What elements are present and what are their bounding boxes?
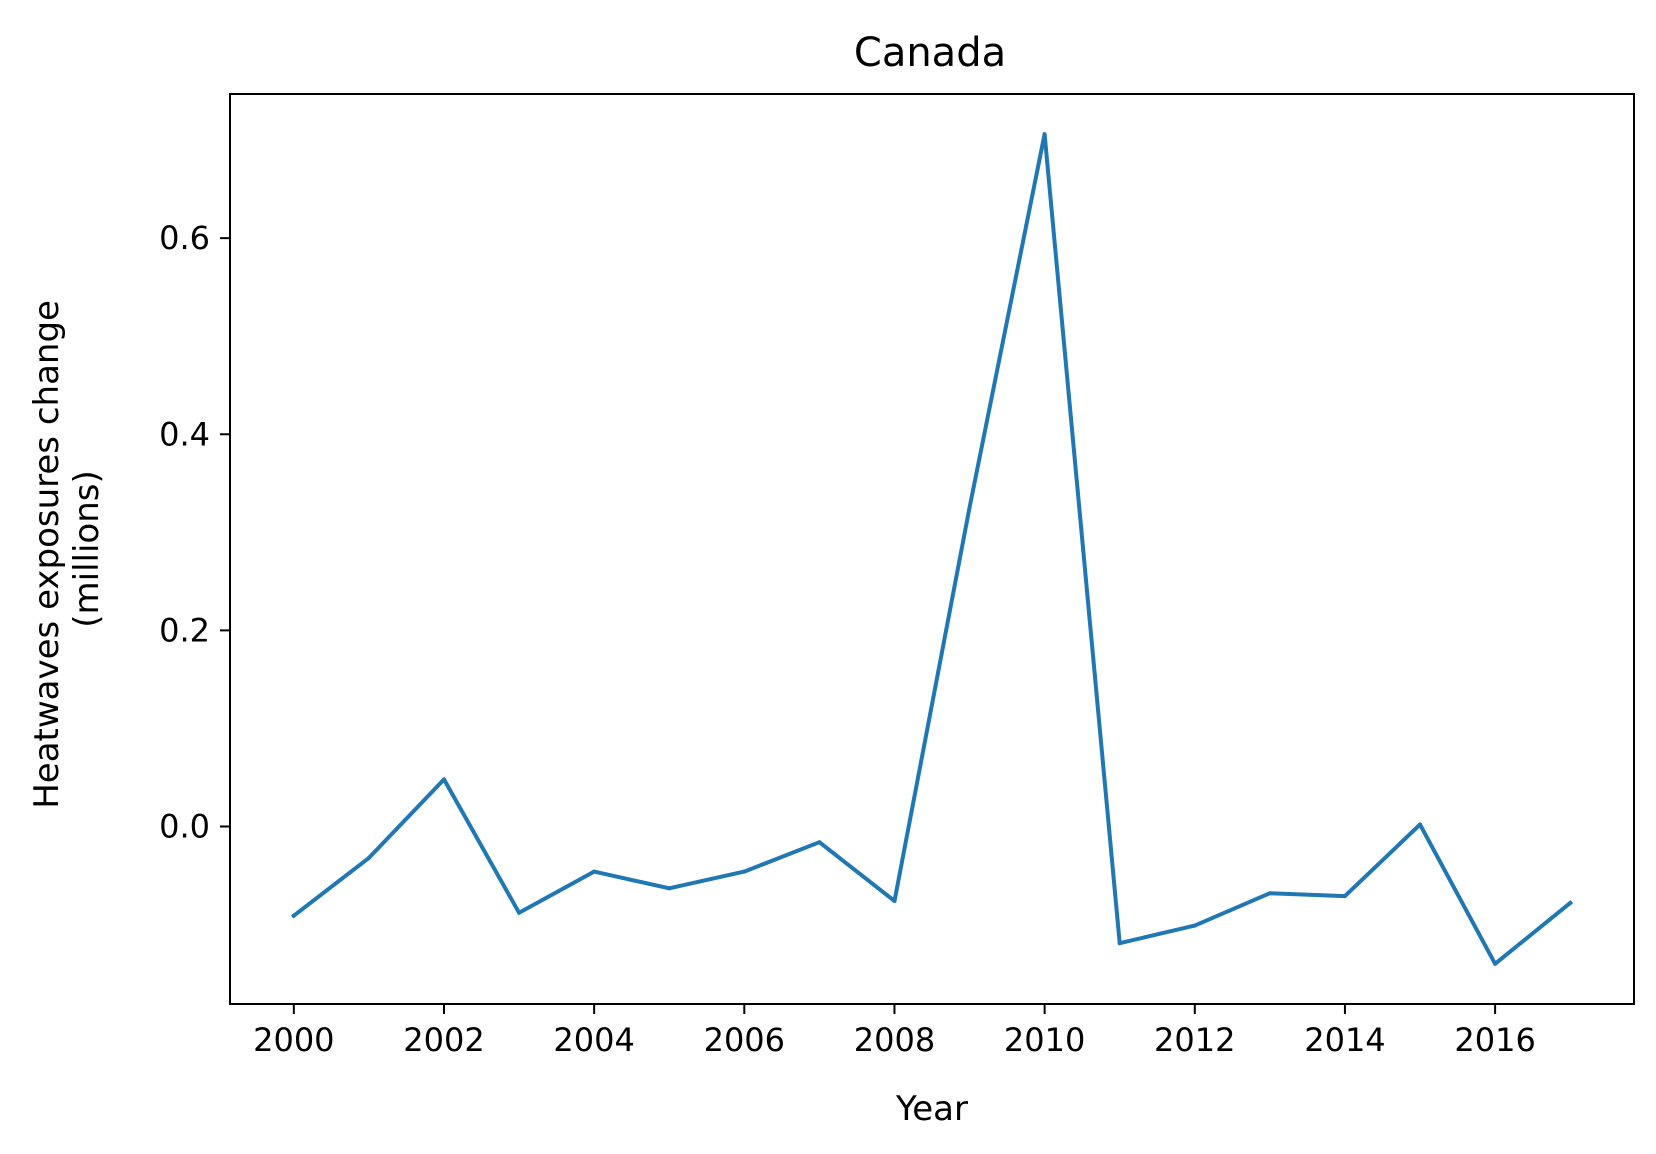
data-point	[592, 869, 597, 874]
data-point	[291, 913, 296, 918]
series-layer	[290, 132, 1574, 966]
data-point	[1042, 132, 1047, 137]
x-tick-label: 2008	[854, 1021, 935, 1059]
data-point	[742, 869, 747, 874]
data-point	[1493, 961, 1498, 966]
y-tick-label: 0.6	[159, 219, 210, 257]
y-axis-label: Heatwaves exposures change (millions)	[27, 289, 107, 809]
y-tick-label: 0.0	[159, 808, 210, 846]
y-axis-label-line-1: Heatwaves exposures change	[27, 300, 67, 809]
x-tick-label: 2012	[1154, 1021, 1235, 1059]
x-tick-label: 2010	[1004, 1021, 1085, 1059]
data-point	[1192, 923, 1197, 928]
data-point	[817, 840, 822, 845]
chart-title: Canada	[854, 30, 1006, 76]
data-point	[1117, 941, 1122, 946]
y-tick-label: 0.2	[159, 611, 210, 649]
x-tick-label: 2004	[553, 1021, 634, 1059]
x-tick-label: 2000	[253, 1021, 334, 1059]
data-point	[667, 886, 672, 891]
x-tick-label: 2016	[1454, 1021, 1535, 1059]
y-axis-label-line-2: (millions)	[67, 470, 107, 628]
x-tick-label: 2002	[403, 1021, 484, 1059]
x-axis-label: Year	[895, 1089, 968, 1129]
data-point	[1568, 901, 1573, 905]
data-point	[892, 899, 897, 903]
x-tick-label: 2014	[1304, 1021, 1385, 1059]
x-tick-label: 2006	[704, 1021, 785, 1059]
data-point	[442, 777, 446, 782]
data-point	[1418, 822, 1422, 827]
series-line	[290, 132, 1574, 966]
plot-frame	[229, 93, 1635, 1005]
data-point	[1267, 891, 1272, 896]
data-point	[967, 505, 972, 510]
y-tick-label: 0.4	[159, 415, 210, 453]
data-point	[517, 910, 522, 915]
data-point	[1342, 894, 1347, 899]
y-axis: 0.0 0.2 0.4 0.6	[159, 219, 230, 846]
data-point	[366, 855, 371, 860]
x-axis: 2000 2002 2004 2006 2008 2010 2012 2014 2016	[253, 1004, 1536, 1059]
